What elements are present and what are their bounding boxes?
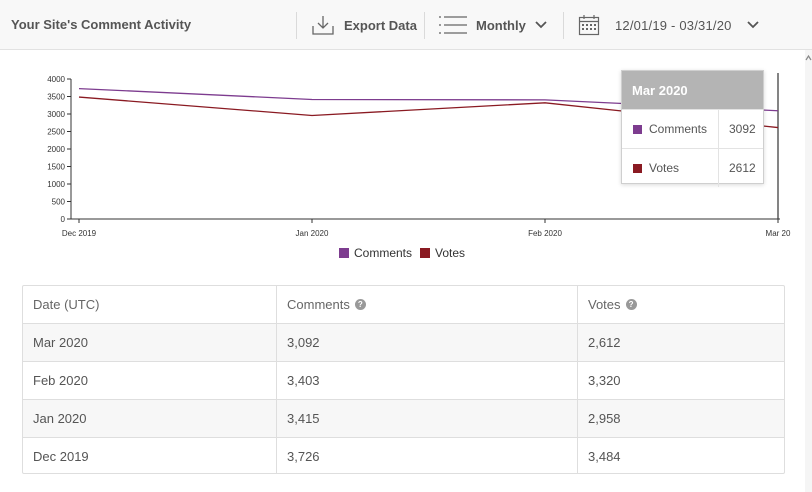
cell-comments: 3,415 <box>277 400 578 437</box>
divider <box>563 12 564 39</box>
table-row: Mar 2020 3,092 2,612 <box>23 323 784 361</box>
y-tick-label: 1500 <box>47 163 65 172</box>
y-tick-label: 500 <box>52 198 66 207</box>
header-label: Comments <box>287 297 350 312</box>
period-label: Monthly <box>476 17 526 33</box>
activity-table: Date (UTC) Comments? Votes? Mar 2020 3,0… <box>22 285 785 474</box>
y-tick-label: 4000 <box>47 75 65 84</box>
tooltip-title: Mar 2020 <box>622 71 763 109</box>
chart-legend: Comments Votes <box>339 246 465 260</box>
tooltip-row-votes: Votes 2612 <box>622 148 763 187</box>
cell-votes: 2,612 <box>588 335 621 350</box>
y-tick-label: 2500 <box>47 128 65 137</box>
y-tick-label: 3000 <box>47 110 65 119</box>
cell-votes: 2,958 <box>588 411 621 426</box>
column-header-comments[interactable]: Comments? <box>277 286 578 323</box>
download-icon <box>312 16 334 35</box>
page-title: Your Site's Comment Activity <box>11 17 192 32</box>
cell-comments: 3,726 <box>277 438 578 473</box>
export-data-button[interactable]: Export Data <box>311 0 417 50</box>
legend-item-comments[interactable]: Comments <box>339 246 412 260</box>
tooltip-row-comments: Comments 3092 <box>622 109 763 148</box>
calendar-icon <box>578 15 600 36</box>
help-icon[interactable]: ? <box>354 299 366 310</box>
scrollbar[interactable] <box>805 50 812 492</box>
period-dropdown[interactable]: Monthly <box>439 0 547 50</box>
x-tick-label: Dec 2019 <box>62 229 97 238</box>
x-tick-label: Jan 2020 <box>296 229 329 238</box>
table-header-row: Date (UTC) Comments? Votes? <box>23 286 784 323</box>
chevron-down-icon <box>535 21 547 29</box>
list-icon <box>439 16 467 34</box>
x-tick-label: Feb 2020 <box>528 229 562 238</box>
chevron-down-icon <box>746 21 759 29</box>
legend-item-votes[interactable]: Votes <box>420 246 465 260</box>
table-row: Feb 2020 3,403 3,320 <box>23 361 784 399</box>
y-tick-label: 1000 <box>47 180 65 189</box>
export-data-label: Export Data <box>344 17 417 33</box>
x-tick-label: Mar 20 <box>766 229 791 238</box>
table-row: Dec 2019 3,726 3,484 <box>23 437 784 473</box>
column-header-votes[interactable]: Votes? <box>578 286 784 323</box>
legend-swatch <box>339 248 349 258</box>
tooltip-row-value: 3092 <box>718 110 765 148</box>
tooltip-row-label: Votes <box>649 161 680 175</box>
cell-date: Feb 2020 <box>23 362 277 399</box>
header-label: Date (UTC) <box>33 297 100 312</box>
comments-swatch <box>633 124 642 134</box>
legend-swatch <box>420 248 431 258</box>
y-tick-label: 3500 <box>47 93 65 102</box>
column-header-date[interactable]: Date (UTC) <box>23 286 277 323</box>
cell-votes: 3,320 <box>588 373 621 388</box>
y-tick-label: 2000 <box>47 145 65 154</box>
scroll-up-icon[interactable] <box>805 54 812 62</box>
cell-date: Mar 2020 <box>23 324 277 361</box>
header-label: Votes <box>588 297 621 312</box>
cell-votes: 3,484 <box>588 449 621 464</box>
cell-comments: 3,403 <box>277 362 578 399</box>
divider <box>296 12 297 39</box>
date-range-picker[interactable]: 12/01/19 - 03/31/20 <box>578 0 759 50</box>
votes-swatch <box>633 163 642 173</box>
tooltip-row-label: Comments <box>649 122 708 136</box>
divider <box>424 12 425 39</box>
header-bar: Your Site's Comment Activity Export Data… <box>0 0 812 50</box>
tooltip-row-value: 2612 <box>718 149 765 187</box>
cell-date: Dec 2019 <box>23 438 277 473</box>
table-row: Jan 2020 3,415 2,958 <box>23 399 784 437</box>
cell-comments: 3,092 <box>277 324 578 361</box>
legend-label: Comments <box>354 246 413 260</box>
legend-label: Votes <box>435 246 466 260</box>
y-tick-label: 0 <box>61 215 66 224</box>
date-range-label: 12/01/19 - 03/31/20 <box>615 17 732 33</box>
cell-date: Jan 2020 <box>23 400 277 437</box>
chart-tooltip: Mar 2020 Comments 3092 Votes 2612 <box>621 70 764 187</box>
help-icon[interactable]: ? <box>625 299 637 310</box>
